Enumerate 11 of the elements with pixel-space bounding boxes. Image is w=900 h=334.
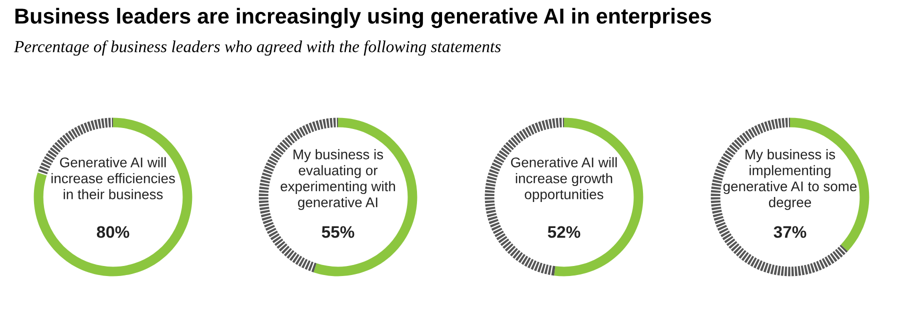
- text: Generative AI will increase efficiencies in their business: [52, 157, 175, 200]
- donut-slice: [34, 118, 192, 276]
- text: 37%: [774, 226, 806, 238]
- text: Percentage of business leaders who agreed with the following statements: [14, 40, 501, 56]
- text: My business is implementing generative AI to some degree: [723, 149, 857, 210]
- text: 52%: [548, 226, 580, 238]
- text: My business is evaluating or experimenting with generative AI: [280, 149, 395, 210]
- text: 80%: [96, 226, 130, 238]
- text: 55%: [322, 226, 354, 238]
- text: Generative AI will increase growth opportunities: [511, 157, 617, 202]
- text: Business leaders are increasingly using generative AI in enterprises: [15, 8, 712, 28]
